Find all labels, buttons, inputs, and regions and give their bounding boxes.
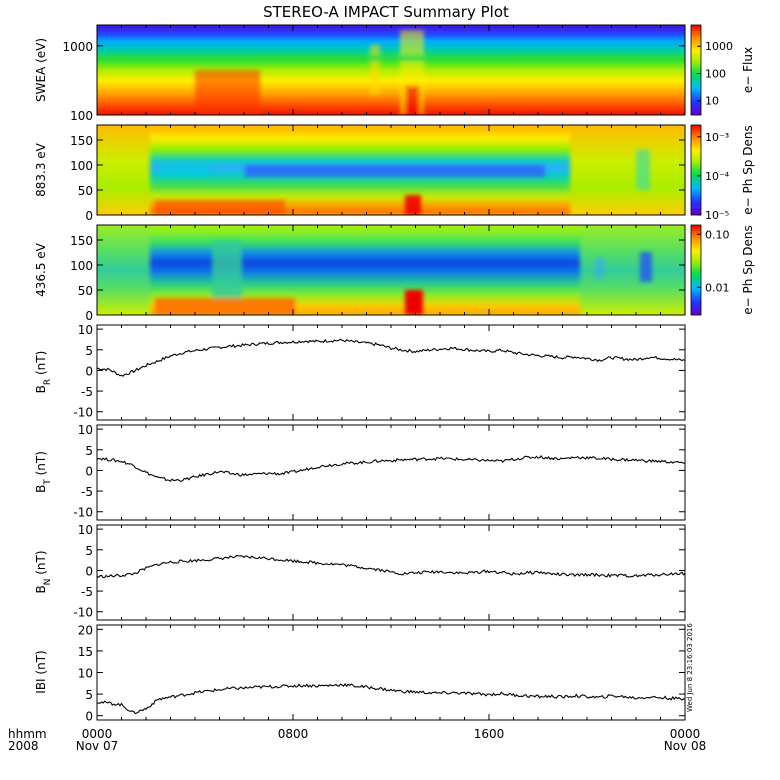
spectrogram-axis-0: 100 1000 SWEA (eV) (34, 25, 686, 123)
y-tick-label: -5 (81, 385, 93, 399)
y-axis-label: BR (nT) (34, 351, 53, 394)
y-axis-label: IBI (nT) (34, 650, 48, 693)
y-tick-label: 10 (78, 323, 93, 337)
pitch-angle-883-hot (405, 195, 421, 215)
colorbar-ph-sp-dens-436 (690, 224, 702, 316)
y-tick-label: 150 (70, 234, 93, 248)
spectrogram-axis-2: 0 50 100 150 436.5 eV (34, 225, 686, 323)
y-tick-label: 50 (78, 284, 93, 298)
colorbar-label-flux: e− Flux (741, 47, 755, 93)
series-line (96, 555, 686, 579)
colorbar-tick-label: 100 (705, 67, 726, 80)
series-line (96, 338, 686, 377)
line-panel-3: 0 5 10 15 20 IBI (nT) (34, 623, 686, 724)
y-axis-label: 883.3 eV (34, 142, 48, 197)
y-tick-label: 50 (78, 184, 93, 198)
pitch-angle-436-gap (212, 240, 242, 300)
y-tick-label: -10 (73, 406, 93, 420)
chart-title: STEREO-A IMPACT Summary Plot (263, 3, 509, 21)
pitch-angle-436-hot (640, 252, 652, 282)
y-tick-label: 0 (85, 710, 93, 724)
colorbar-tick-label: 10⁻⁴ (705, 170, 730, 183)
pitch-angle-883-hot (155, 200, 285, 215)
time-tick-label: 0800 (278, 727, 309, 741)
pitch-angle-436-hot (155, 298, 295, 315)
date-label: Nov 07 (76, 739, 119, 753)
y-tick-label: 1000 (62, 40, 93, 54)
y-tick-label: -10 (73, 606, 93, 620)
pitch-angle-883-band (245, 165, 545, 177)
y-tick-label: 5 (85, 544, 93, 558)
line-panel-2: -10 -5 0 5 10 BN (nT) (34, 523, 686, 621)
y-tick-label: 0 (85, 309, 93, 323)
colorbar-ph-sp-dens-883 (690, 124, 702, 216)
y-axis-label: BT (nT) (34, 451, 53, 493)
panel-frame (96, 324, 686, 421)
y-tick-label: 100 (70, 259, 93, 273)
line-panel-0: -10 -5 0 5 10 BR (nT) (34, 323, 686, 421)
colorbar-label-dens-883: e− Ph Sp Dens (741, 125, 755, 214)
colorbar-tick-label: 1000 (705, 40, 733, 53)
colorbar-tick-label: 0.01 (705, 281, 730, 294)
time-row-label: hhmm (8, 727, 47, 741)
time-tick-label: 0000 (670, 727, 701, 741)
colorbar-tick-label: 10 (705, 95, 719, 108)
y-tick-label: 20 (78, 623, 93, 637)
y-tick-label: 10 (78, 423, 93, 437)
y-tick-label: -10 (73, 506, 93, 520)
y-tick-label: 5 (85, 344, 93, 358)
colorbar-tick-label: 0.10 (705, 228, 730, 241)
y-tick-label: -5 (81, 485, 93, 499)
colorbar-tick-label: 10⁻⁵ (705, 209, 729, 222)
date-label: Nov 08 (664, 739, 707, 753)
time-tick-label: 1600 (474, 727, 505, 741)
y-tick-label: 100 (70, 159, 93, 173)
creation-stamp: Wed Jun 8 23:16:03 2016 (686, 623, 694, 712)
y-tick-label: -5 (81, 585, 93, 599)
pitch-angle-436-hot (595, 258, 605, 278)
panel-frame (96, 624, 686, 721)
y-tick-label: 5 (85, 688, 93, 702)
swea-spectrogram-enhancement (195, 70, 260, 115)
swea-spectrogram-enhancement (370, 45, 380, 95)
y-tick-label: 0 (85, 209, 93, 223)
y-axis-label: 436.5 eV (34, 242, 48, 297)
y-tick-label: 10 (78, 667, 93, 681)
y-tick-label: 15 (78, 645, 93, 659)
y-tick-label: 5 (85, 444, 93, 458)
swea-spectrogram-enhancement (405, 85, 420, 115)
colorbar-label-dens-436: e− Ph Sp Dens (741, 225, 755, 314)
panel-frame (96, 424, 686, 521)
pitch-angle-436-hot (405, 290, 423, 315)
swea-spectrogram (96, 24, 686, 116)
time-tick-label: 0000 (82, 727, 113, 741)
pitch-angle-883-hot (636, 150, 650, 190)
y-tick-label: 0 (85, 464, 93, 478)
colorbar-tick-label: 10⁻³ (705, 131, 729, 144)
line-panel-1: -10 -5 0 5 10 BT (nT) (34, 423, 686, 521)
pitch-angle-436-spectrogram (96, 224, 686, 316)
colorbar-flux (690, 24, 702, 116)
swea-spectrogram-enhancement (97, 55, 685, 61)
y-tick-label: 0 (85, 364, 93, 378)
swea-spectrogram-fill (97, 25, 685, 115)
spectrogram-axis-1: 0 50 100 150 883.3 eV (34, 125, 686, 223)
y-axis-label: BN (nT) (34, 550, 53, 593)
year-label: 2008 (8, 739, 39, 753)
pitch-angle-883-spectrogram (96, 124, 686, 216)
series-line (96, 683, 686, 715)
series-line (96, 455, 686, 482)
y-tick-label: 150 (70, 134, 93, 148)
y-axis-label: SWEA (eV) (34, 38, 48, 102)
y-tick-label: 0 (85, 564, 93, 578)
colorbars: 10 100 1000 10⁻⁵ 10⁻⁴ 10⁻³ 0.01 0.10 e− Flux e−… (690, 24, 755, 316)
y-tick-label: 100 (70, 109, 93, 123)
y-tick-label: 10 (78, 523, 93, 537)
pitch-angle-883-band (160, 165, 210, 175)
